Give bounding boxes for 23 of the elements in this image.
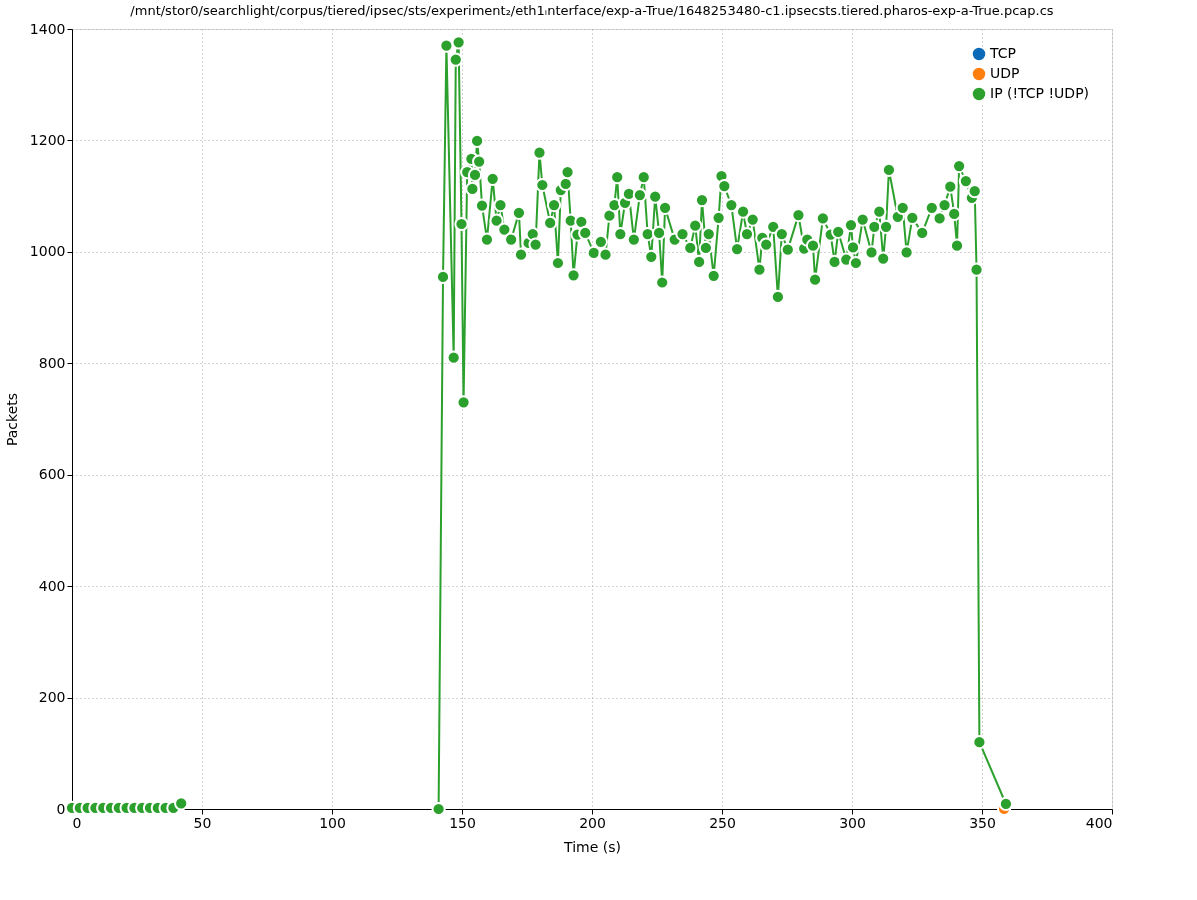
y-tick-label: 400 — [38, 577, 66, 594]
x-tick-label: 250 — [709, 814, 736, 831]
x-tick-label: 50 — [193, 814, 212, 831]
x-axis-title: Time (s) — [563, 838, 621, 855]
y-tick-label: 0 — [56, 800, 66, 817]
x-tick-label: 400 — [1085, 814, 1113, 831]
y-tick-label: 800 — [38, 354, 66, 371]
chart-title: /mnt/stor0/searchlight/corpus/tiered/ipsec/sts/experiment₂/eth1ᵢnterface/exp-a-True/1648253480-c1.ipsecsts.tiered.pharos-exp-a-True.pcap.cs — [130, 3, 1054, 18]
legend-label: TCP — [989, 45, 1016, 61]
y-tick-label: 1200 — [29, 131, 66, 148]
x-tick-label: 200 — [579, 814, 606, 831]
legend-label: UDP — [990, 65, 1020, 81]
x-tick-label: 100 — [319, 814, 346, 831]
legend-label: IP (!TCP !UDP) — [990, 85, 1090, 101]
y-axis-title: Packets — [3, 392, 20, 447]
y-tick-label: 200 — [38, 689, 66, 706]
x-tick-label: 0 — [72, 814, 82, 831]
y-tick-label: 1000 — [29, 243, 66, 260]
x-tick-label: 350 — [969, 814, 996, 831]
y-tick-label: 600 — [38, 466, 66, 483]
x-tick-label: 300 — [839, 814, 866, 831]
x-tick-label: 150 — [449, 814, 476, 831]
y-tick-label: 1400 — [29, 20, 66, 37]
